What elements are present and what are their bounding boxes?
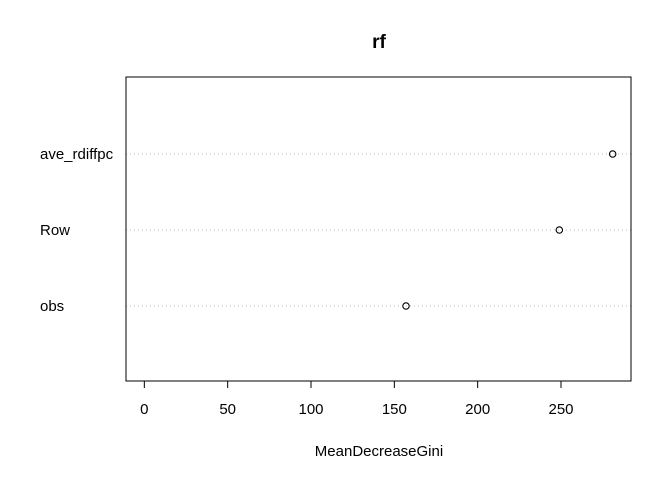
data-point-2 xyxy=(402,302,410,310)
grid-lines xyxy=(126,153,631,307)
data-points xyxy=(402,150,617,310)
data-point-1 xyxy=(555,226,564,234)
x-tick-label-0: 0 xyxy=(140,401,148,418)
chart-title: rf xyxy=(372,32,386,53)
x-axis-label: MeanDecreaseGini xyxy=(315,443,443,460)
data-point-0 xyxy=(608,150,617,158)
category-label-0: ave_rdiffpc xyxy=(40,146,114,163)
x-tick-label-5: 250 xyxy=(548,401,573,418)
category-label-2: obs xyxy=(40,298,64,315)
x-tick-label-2: 100 xyxy=(298,401,323,418)
x-tick-label-4: 200 xyxy=(465,401,490,418)
plot-box xyxy=(125,76,632,382)
x-tick-label-3: 150 xyxy=(382,401,407,418)
category-labels: ave_rdiffpc Row obs xyxy=(40,146,114,315)
category-label-1: Row xyxy=(40,222,70,239)
x-tick-label-1: 50 xyxy=(219,401,236,418)
x-axis: 0 50 100 150 200 250 xyxy=(140,380,574,418)
